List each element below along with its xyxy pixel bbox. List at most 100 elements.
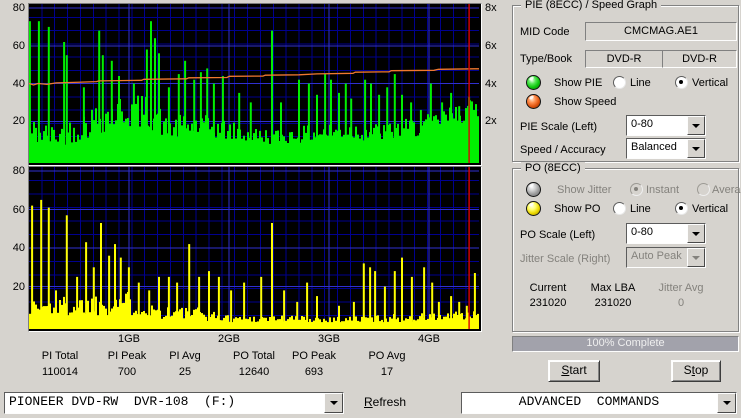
current-label: Current (529, 282, 567, 294)
stat-value: 17 (380, 366, 394, 378)
mid-code-field: CMCMAG.AE1 (585, 22, 737, 41)
stat-value: 110014 (42, 366, 78, 378)
po-scale-value: 0-80 (631, 226, 654, 238)
pie-group-title: PIE (8ECC) / Speed Graph (521, 0, 662, 12)
chevron-down-icon[interactable] (687, 139, 705, 158)
progress-bar: 100% Complete (512, 336, 739, 352)
jitter-scale-value: Auto Peak (631, 250, 682, 262)
stat-pi-avg: PI Avg 25 (150, 350, 220, 378)
drive-select-value: PIONEER DVD-RW DVR-108 (F:) (9, 394, 236, 409)
jitter-instant-radio (630, 183, 643, 196)
chevron-down-icon[interactable] (687, 224, 705, 243)
jitter-avg-stat: Jitter Avg 0 (646, 282, 716, 309)
stat-value: 700 (117, 366, 137, 378)
pie-scale-label: PIE Scale (Left) (520, 121, 598, 133)
stat-po-avg: PO Avg 17 (352, 350, 422, 378)
start-button[interactable]: Start (548, 360, 600, 382)
jitter-average-radio (697, 183, 710, 196)
x-axis-tick: 2GB (217, 333, 240, 345)
pie-vertical-label: Vertical (692, 77, 729, 89)
type-field: DVD-R (585, 50, 663, 68)
book-field: DVD-R (662, 50, 737, 68)
show-po-led-button[interactable] (526, 201, 541, 216)
stat-label: PI Avg (169, 350, 201, 362)
pie-y-axis-tick: 80 (12, 2, 25, 14)
chevron-down-icon[interactable] (324, 393, 343, 413)
show-po-label: Show PO (554, 203, 601, 215)
po-chart (28, 166, 482, 332)
po-y-axis-tick: 20 (12, 280, 25, 293)
speed-accuracy-label: Speed / Accuracy (520, 144, 606, 156)
stat-value: 25 (178, 366, 192, 378)
pie-line-label: Line (630, 77, 651, 89)
pie-y-axis-tick: 60 (12, 39, 25, 52)
po-vertical-radio[interactable] (675, 202, 688, 215)
pie-line-radio[interactable] (613, 76, 626, 89)
x-axis-tick: 1GB (117, 333, 140, 345)
stat-label: PO Peak (291, 350, 337, 362)
show-pie-label: Show PIE (554, 77, 603, 89)
po-scale-label: PO Scale (Left) (520, 229, 596, 241)
jitter-avg-value: 0 (677, 297, 685, 309)
stat-label: PO Total (233, 350, 275, 362)
po-line-radio[interactable] (613, 202, 626, 215)
po-line-label: Line (630, 203, 651, 215)
stat-value: 693 (304, 366, 324, 378)
progress-fill (513, 337, 738, 351)
drive-select[interactable]: PIONEER DVD-RW DVR-108 (F:) (4, 392, 344, 414)
pie-chart (28, 3, 482, 166)
refresh-button[interactable]: Refresh (364, 395, 407, 409)
pie-y-axis-tick: 40 (12, 77, 25, 90)
stat-value: 12640 (238, 366, 270, 378)
po-vertical-label: Vertical (692, 203, 729, 215)
chevron-down-icon[interactable] (687, 116, 705, 135)
speed-y-axis-tick: 2x (485, 115, 497, 128)
stat-po-total: PO Total 12640 (219, 350, 289, 378)
x-axis-tick: 4GB (417, 333, 440, 345)
speed-accuracy-value: Balanced (631, 141, 677, 153)
show-jitter-label: Show Jitter (557, 184, 612, 196)
current-value: 231020 (529, 297, 567, 309)
po-y-axis-tick: 40 (12, 242, 25, 254)
stat-po-peak: PO Peak 693 (279, 350, 349, 378)
speed-y-axis-tick: 8x (485, 2, 497, 14)
show-jitter-led-button (526, 182, 541, 197)
pie-scale-value: 0-80 (631, 118, 654, 130)
current-stat: Current 231020 (513, 282, 583, 309)
stat-pi-total: PI Total 110014 (25, 350, 95, 378)
max-lba-stat: Max LBA 231020 (578, 282, 648, 309)
progress-text: 100% Complete (586, 337, 665, 349)
pie-scale-select[interactable]: 0-80 (626, 115, 706, 136)
stat-label: PO Avg (368, 350, 406, 362)
advanced-commands-value: ADVANCED COMMANDS (518, 394, 660, 409)
jitter-scale-select: Auto Peak (626, 247, 706, 268)
po-group: PO (8ECC) Show Jitter Instant Average Sh… (512, 162, 741, 332)
pie-y-axis-tick: 20 (12, 115, 25, 128)
advanced-commands-select[interactable]: ADVANCED COMMANDS (461, 392, 737, 414)
speed-y-axis-tick: 6x (485, 39, 497, 52)
jitter-avg-label: Jitter Avg (658, 282, 704, 294)
type-book-label: Type/Book (520, 53, 572, 65)
pie-vertical-radio[interactable] (675, 76, 688, 89)
po-y-axis-tick: 60 (12, 203, 25, 216)
show-speed-label: Show Speed (554, 96, 617, 108)
max-lba-label: Max LBA (590, 282, 636, 294)
stat-label: PI Peak (107, 350, 147, 362)
jitter-scale-label: Jitter Scale (Right) (520, 253, 611, 265)
po-group-title: PO (8ECC) (521, 162, 585, 175)
speed-y-axis-tick: 4x (485, 77, 497, 90)
po-scale-select[interactable]: 0-80 (626, 223, 706, 244)
jitter-average-label: Average (712, 184, 741, 196)
po-y-axis-tick: 80 (12, 165, 25, 177)
max-lba-value: 231020 (594, 297, 632, 309)
stat-label: PI Total (41, 350, 79, 362)
mid-code-label: MID Code (520, 26, 570, 38)
chevron-down-icon[interactable] (717, 393, 736, 413)
x-axis-tick: 3GB (317, 333, 340, 345)
speed-accuracy-select[interactable]: Balanced (626, 138, 706, 159)
stop-button[interactable]: Stop (671, 360, 721, 382)
show-pie-led-button[interactable] (526, 75, 541, 90)
chevron-down-icon (687, 248, 705, 267)
show-speed-led-button[interactable] (526, 94, 541, 109)
